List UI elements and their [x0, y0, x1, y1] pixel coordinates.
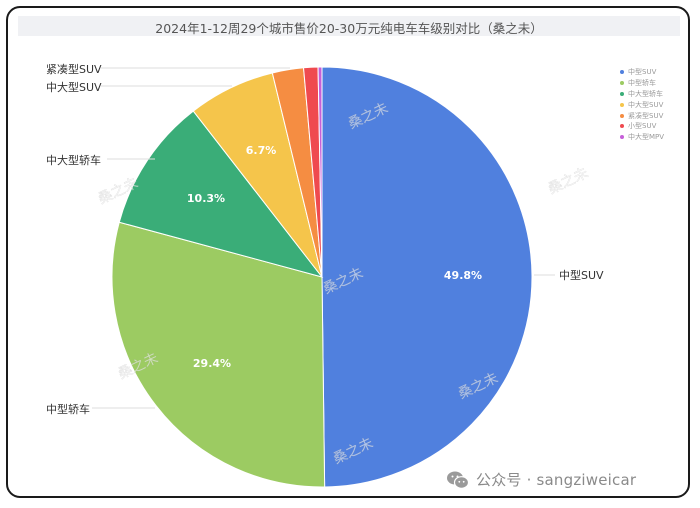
pie-slice[interactable] [111, 221, 326, 488]
legend-label: 紧凑型SUV [628, 111, 664, 120]
slice-category-label: 中大型轿车 [46, 153, 101, 167]
chart-legend: 中型SUV 中型轿车 中大型轿车中大型SUV 紧凑型SUV 小型SUV 中大型MPV [620, 67, 664, 143]
legend-marker-icon [620, 81, 624, 86]
pie-slice[interactable] [317, 66, 323, 278]
slice-value-label: 49.8% [444, 269, 482, 282]
legend-item[interactable]: 中型SUV [620, 67, 664, 78]
legend-label: 小型SUV [628, 122, 657, 131]
slice-category-label: 中大型SUV [46, 80, 102, 94]
footer-watermark: 公众号 · sangziweicar [446, 469, 636, 490]
wechat-icon [446, 470, 470, 490]
legend-marker-icon [620, 70, 624, 75]
title-bar: 2024年1-12周29个城市售价20-30万元纯电车车级别对比（桑之未） [18, 16, 680, 36]
legend-item[interactable]: 中型轿车 [620, 78, 664, 89]
legend-item[interactable]: 中大型轿车 [620, 89, 664, 100]
legend-label: 中大型MPV [628, 133, 665, 142]
slice-value-label: 10.3% [187, 192, 225, 205]
legend-label: 中大型轿车 [628, 89, 663, 98]
legend-item[interactable]: 中大型MPV [620, 132, 664, 143]
legend-label: 中型SUV [628, 68, 657, 77]
watermark-text: 桑之未 [546, 165, 591, 197]
slice-category-label: 中型SUV [559, 268, 604, 282]
legend-item[interactable]: 紧凑型SUV [620, 110, 664, 121]
footer-text: 公众号 · sangziweicar [476, 471, 637, 489]
legend-marker-icon [620, 124, 624, 129]
slice-category-label: 紧凑型SUV [46, 62, 102, 76]
legend-item[interactable]: 中大型SUV [620, 99, 664, 110]
pie-slice[interactable] [321, 66, 533, 488]
legend-marker-icon [620, 102, 624, 107]
legend-label: 中大型SUV [628, 100, 664, 109]
slice-category-label: 中型轿车 [46, 402, 90, 416]
chart-title: 2024年1-12周29个城市售价20-30万元纯电车车级别对比（桑之未） [155, 21, 543, 36]
pie-slice[interactable] [118, 110, 324, 278]
legend-marker-icon [620, 135, 624, 140]
legend-item[interactable]: 小型SUV [620, 121, 664, 132]
slice-value-label: 6.7% [246, 144, 277, 157]
slice-value-label: 29.4% [193, 357, 231, 370]
legend-marker-icon [620, 91, 624, 96]
legend-marker-icon [620, 113, 624, 118]
legend-label: 中型轿车 [628, 79, 656, 88]
